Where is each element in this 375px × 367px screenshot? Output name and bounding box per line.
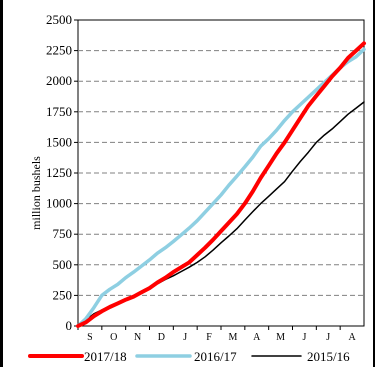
y-tick-label: 500 — [53, 257, 73, 272]
series-lines — [76, 41, 366, 328]
x-tick-label: M — [276, 332, 285, 343]
x-tick-label: N — [134, 332, 141, 343]
y-tick-label: 2000 — [46, 73, 72, 88]
y-tick-label: 750 — [53, 226, 73, 241]
legend-label: 2015/16 — [307, 349, 350, 364]
y-axis: 0 250 500 750 1000 1250 1500 1750 2000 2250 2500 — [46, 12, 78, 333]
x-tick-label: F — [206, 332, 212, 343]
legend-label: 2016/17 — [194, 349, 237, 364]
y-tick-label: 1500 — [46, 134, 72, 149]
legend-label: 2017/18 — [84, 349, 127, 364]
legend-item: 2017/18 — [28, 349, 127, 364]
x-tick-label: J — [183, 332, 187, 343]
x-tick-label: O — [110, 332, 117, 343]
y-tick-label: 0 — [66, 318, 73, 333]
legend: 2017/18 2016/17 2015/16 — [28, 349, 350, 364]
x-tick-label: D — [158, 332, 165, 343]
x-tick-label: S — [87, 332, 93, 343]
y-tick-label: 1750 — [46, 104, 72, 119]
x-tick-label: M — [228, 332, 237, 343]
y-tick-label: 2500 — [46, 12, 72, 27]
x-tick-label: A — [348, 332, 356, 343]
legend-item: 2016/17 — [135, 349, 237, 364]
series-line-2015-16 — [77, 101, 365, 327]
series-line-2016-17 — [76, 47, 366, 328]
legend-item: 2015/16 — [251, 349, 350, 364]
series-line-2017-18 — [76, 41, 366, 328]
y-tick-label: 1250 — [46, 165, 72, 180]
y-tick-label: 2250 — [46, 43, 72, 58]
y-tick-label: 1000 — [46, 196, 72, 211]
y-axis-label: million bushels — [29, 156, 43, 230]
y-tick-label: 250 — [53, 287, 73, 302]
x-tick-label: J — [302, 332, 306, 343]
x-tick-label: A — [253, 332, 261, 343]
x-tick-label: J — [326, 332, 330, 343]
